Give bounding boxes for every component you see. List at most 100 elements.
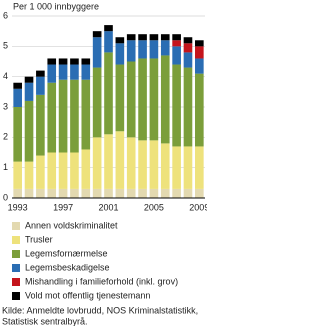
bar-segment: [47, 82, 57, 153]
bar-segment: [160, 143, 170, 189]
bar-segment: [81, 188, 91, 198]
bar-segment: [47, 64, 57, 83]
bar-segment: [92, 188, 102, 198]
bar-segment: [115, 43, 125, 65]
bar-segment: [36, 155, 45, 189]
bar-segment: [81, 149, 91, 189]
bar-segment: [58, 58, 68, 65]
legend-swatch: [12, 222, 20, 230]
x-tick-label: 2009: [189, 202, 207, 212]
bar-segment: [183, 67, 193, 147]
bar-segment: [172, 34, 181, 41]
legend-label: Trusler: [25, 234, 53, 244]
legend-label: Mishandling i familieforhold (inkl. grov…: [25, 276, 178, 286]
x-tick-label: 2005: [144, 202, 164, 212]
bar-segment: [104, 25, 113, 32]
bar-segment: [172, 146, 181, 189]
bar-segment: [70, 64, 79, 80]
bar-segment: [70, 188, 79, 198]
bar-segment: [92, 31, 102, 38]
bar-segment: [138, 188, 147, 198]
bar-segment: [47, 58, 57, 65]
bar-segment: [13, 82, 22, 89]
bar-segment: [92, 137, 102, 189]
bar-segment: [172, 188, 181, 198]
bar-segment: [104, 188, 113, 198]
bar-segment: [160, 188, 170, 198]
bar-segment: [36, 70, 45, 77]
chart: Per 1 000 innbyggere 0 1 2 3 4 5 6 1993 1997 2001…: [2, 1, 207, 326]
bar-segment: [24, 82, 34, 101]
x-tick-label: 1993: [8, 202, 28, 212]
bar-segment: [36, 188, 45, 198]
bar-segment: [70, 152, 79, 189]
source: Statistisk sentralbyrå.: [2, 316, 88, 326]
y-tick-label: 2: [3, 132, 8, 142]
bar-segment: [70, 79, 79, 153]
y-tick-label: 4: [3, 71, 8, 81]
y-tick-label: 1: [3, 162, 8, 172]
bar-segment: [13, 188, 22, 198]
bar-segment: [104, 52, 113, 135]
bar-segment: [172, 40, 181, 47]
bar-segment: [13, 107, 22, 162]
bar-segment: [47, 152, 57, 189]
legend-label: Legemsbeskadigelse: [25, 262, 110, 272]
legend-label: Annen voldskriminalitet: [25, 220, 118, 230]
bar-segment: [24, 188, 34, 198]
bar-segment: [81, 58, 91, 65]
legend-swatch: [12, 250, 20, 258]
bar-segment: [104, 134, 113, 189]
bar-segment: [126, 34, 136, 41]
bar-segment: [183, 146, 193, 189]
bar-segment: [195, 46, 204, 59]
bar-segment: [138, 140, 147, 189]
legend-swatch: [12, 264, 20, 272]
bar-segment: [138, 58, 147, 141]
bar-segment: [58, 79, 68, 153]
bar-segment: [104, 31, 113, 53]
bar-segment: [92, 37, 102, 68]
bar-segment: [172, 64, 181, 147]
bar-segment: [115, 64, 125, 132]
bar-segment: [81, 64, 91, 80]
legend-label: Vold mot offentlig tjenestemann: [25, 290, 150, 300]
bar-segment: [58, 152, 68, 189]
bar-segment: [183, 188, 193, 198]
bar-segment: [70, 58, 79, 65]
legend-swatch: [12, 278, 20, 286]
bar-segment: [126, 40, 136, 62]
bar-segment: [58, 188, 68, 198]
bar-segment: [172, 46, 181, 65]
bar-segment: [81, 79, 91, 150]
y-tick-label: 6: [3, 10, 8, 20]
bar-segment: [115, 131, 125, 189]
bar-segment: [183, 52, 193, 68]
bar-segment: [58, 64, 68, 80]
bar-segment: [126, 137, 136, 189]
bar-segment: [24, 161, 34, 189]
y-tick-label: 5: [3, 41, 8, 51]
bar-segment: [195, 40, 204, 47]
x-tick-label: 2001: [98, 202, 118, 212]
bar-segment: [195, 146, 204, 189]
bar-segment: [92, 67, 102, 138]
bar-segment: [183, 43, 193, 53]
x-tick-label: 1997: [53, 202, 73, 212]
bar-segment: [160, 40, 170, 56]
bar-segment: [149, 140, 159, 189]
bar-segment: [160, 55, 170, 144]
bar-segment: [138, 40, 147, 59]
bar-segment: [13, 161, 22, 189]
bar-segment: [126, 61, 136, 138]
y-tick-label: 3: [3, 101, 8, 111]
bar-segment: [195, 73, 204, 147]
bar-segment: [36, 76, 45, 95]
source: Kilde: Anmeldte lovbrudd, NOS Kriminalst…: [2, 305, 198, 315]
bar-segment: [160, 34, 170, 41]
bar-segment: [183, 37, 193, 44]
bar-segment: [149, 58, 159, 141]
bar-segment: [149, 188, 159, 198]
bar-segment: [138, 34, 147, 41]
bar-segment: [24, 100, 34, 162]
